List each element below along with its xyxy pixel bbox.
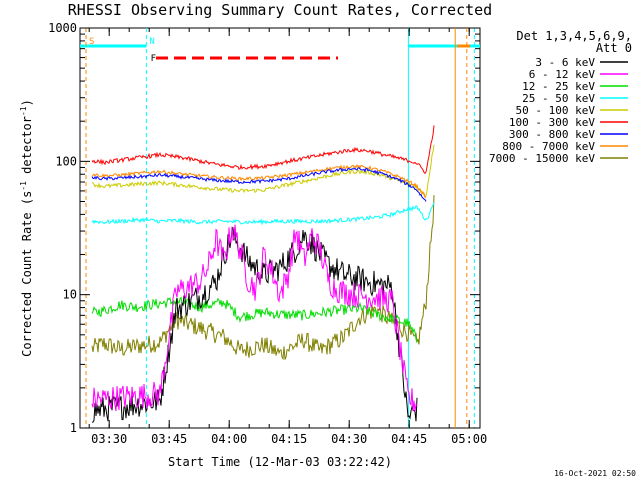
y-tick-label-0: 1 <box>70 421 77 435</box>
y-axis-label-main: Corrected Count Rate (s <box>20 191 34 357</box>
series-line-3 <box>91 202 435 226</box>
series-line-7 <box>91 163 427 199</box>
marker-label-night-start: N <box>149 37 154 47</box>
x-tick-label-2: 04:00 <box>211 432 247 446</box>
y-tick-label-1: 10 <box>63 288 77 302</box>
footer-timestamp: 16-Oct-2021 02:50 <box>554 469 636 478</box>
y-axis-label-sup1: -1 <box>19 181 28 191</box>
x-tick-label-1: 03:45 <box>151 432 187 446</box>
y-axis-label-sup2: -1 <box>19 106 28 116</box>
legend-header-detectors: Det 1,3,4,5,6,9, <box>516 29 632 43</box>
x-tick-label-6: 05:00 <box>451 432 487 446</box>
y-axis-ticks: 1 10 100 1000 <box>48 21 480 435</box>
legend-label-5: 100 - 300 keV <box>509 116 595 129</box>
marker-label-saa-start: S <box>89 37 94 47</box>
legend-label-0: 3 - 6 keV <box>535 56 595 69</box>
x-tick-label-5: 04:45 <box>391 432 427 446</box>
x-axis-label: Start Time (12-Mar-03 03:22:42) <box>168 455 392 469</box>
legend-label-4: 50 - 100 keV <box>516 104 596 117</box>
status-segments <box>80 44 480 60</box>
series-line-4 <box>91 144 435 198</box>
legend-label-2: 12 - 25 keV <box>522 80 595 93</box>
legend-label-8: 7000 - 15000 keV <box>489 152 595 165</box>
plot-frame <box>79 27 481 429</box>
series-line-1 <box>91 224 418 412</box>
y-axis-label-mid: detector <box>20 116 34 181</box>
series-line-5 <box>91 125 435 175</box>
x-tick-label-0: 03:30 <box>91 432 127 446</box>
y-axis-label-end: ) <box>20 99 34 106</box>
x-tick-label-4: 04:30 <box>331 432 367 446</box>
legend-label-3: 25 - 50 keV <box>522 92 595 105</box>
y-tick-label-2: 100 <box>55 154 77 168</box>
legend-label-1: 6 - 12 keV <box>529 68 596 81</box>
y-axis-label: Corrected Count Rate (s-1 detector-1) <box>19 99 34 357</box>
y-tick-label-3: 1000 <box>48 21 77 35</box>
legend-header-attenuator: Att 0 <box>596 41 632 55</box>
series-lines <box>91 125 435 423</box>
series-line-2 <box>91 296 418 343</box>
series-line-0 <box>92 227 418 423</box>
x-tick-label-3: 04:15 <box>271 432 307 446</box>
series-line-6 <box>91 167 427 202</box>
chart-title: RHESSI Observing Summary Count Rates, Co… <box>68 1 492 19</box>
legend-label-7: 800 - 7000 keV <box>502 140 595 153</box>
status-markers: S NF <box>85 28 475 428</box>
x-axis-ticks: 03:30 03:45 04:00 04:15 04:30 04:45 05:00 <box>88 28 487 446</box>
legend-label-6: 300 - 800 keV <box>509 128 595 141</box>
marker-label-flare-start: F <box>151 54 156 64</box>
